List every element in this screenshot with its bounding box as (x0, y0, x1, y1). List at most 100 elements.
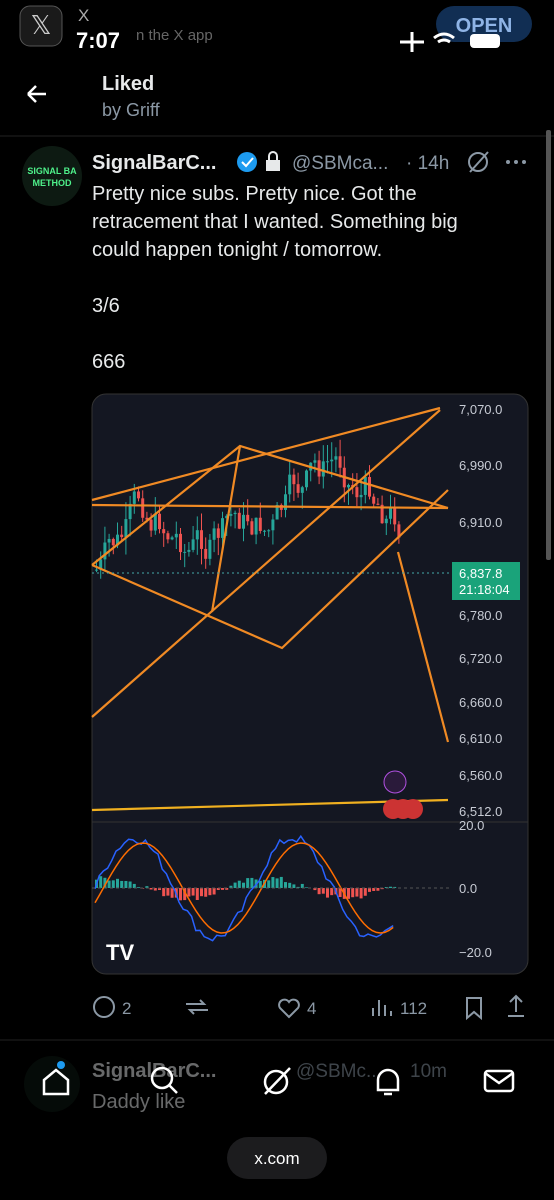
histogram-bar (170, 888, 174, 898)
like-icon[interactable] (278, 998, 300, 1019)
price-label: 6,720.0 (459, 651, 502, 666)
nav-grok[interactable] (263, 1069, 289, 1095)
tweet-time: 10m (410, 1061, 447, 1082)
histogram-bar (384, 886, 388, 888)
histogram-bar (389, 886, 392, 888)
histogram-bar (158, 888, 161, 890)
repost-icon[interactable] (186, 999, 208, 1015)
nav-search[interactable] (150, 1066, 174, 1090)
avatar-text: SIGNAL BA (27, 166, 77, 176)
back-arrow[interactable] (27, 85, 46, 103)
histogram-bar (347, 888, 350, 899)
tweet-time: · 14h (406, 153, 449, 174)
author-name[interactable]: SignalBarC... (92, 152, 216, 174)
histogram-bar (351, 888, 355, 898)
histogram-bar (120, 880, 124, 888)
candle (221, 518, 224, 538)
candle (271, 519, 275, 531)
histogram-bar (363, 888, 367, 896)
more-icon[interactable] (506, 160, 526, 164)
url-bar[interactable] (227, 1137, 327, 1179)
open-button[interactable] (436, 6, 532, 42)
bottom-nav (42, 1061, 515, 1096)
nav-notifications[interactable] (376, 1068, 400, 1096)
candle (124, 519, 128, 538)
open-label[interactable]: OPEN (456, 15, 513, 37)
current-price: 6,837.8 (459, 566, 502, 581)
next-tweet[interactable]: SignalBarC... @SBMc... 10m Daddy like (24, 1056, 447, 1113)
nav-messages[interactable] (483, 1069, 515, 1093)
candle (195, 530, 199, 540)
histogram-bar (212, 888, 216, 895)
price-label: 6,512.0 (459, 804, 502, 819)
candle (237, 512, 241, 529)
candles (95, 439, 401, 579)
osc-label: 20.0 (459, 818, 484, 833)
candle (263, 530, 266, 532)
candle (141, 498, 145, 518)
verified-check (241, 157, 254, 168)
histogram-bar (326, 888, 329, 898)
histogram-bar (296, 886, 300, 888)
like-count: 4 (307, 999, 316, 1018)
price-axis: 7,070.0 6,990.0 6,910.0 6,780.0 6,720.0 … (459, 402, 502, 819)
candle (145, 517, 149, 520)
candle (334, 456, 338, 460)
histogram-bar (372, 888, 376, 891)
share-icon[interactable] (508, 994, 524, 1017)
histogram-bar (216, 888, 220, 890)
countdown: 21:18:04 (459, 582, 510, 597)
candle (162, 529, 166, 534)
histogram-bar (208, 888, 212, 896)
histogram-bar (187, 888, 191, 897)
candle (359, 494, 363, 498)
views-icon[interactable] (372, 1000, 392, 1016)
scrollbar (546, 130, 551, 560)
candle (204, 548, 208, 559)
candle (187, 549, 191, 552)
tweet-text: 3/6 (92, 295, 120, 317)
nav-envelope (484, 1071, 514, 1085)
candle (183, 551, 187, 553)
histogram-bar (99, 876, 103, 888)
reply-icon[interactable] (93, 996, 115, 1018)
histogram-bar (275, 878, 279, 888)
candle (372, 496, 376, 504)
candle (305, 470, 308, 488)
header-title: Liked (102, 73, 154, 95)
tweet-text: could happen tonight / tomorrow. (92, 239, 382, 261)
candle (246, 514, 250, 522)
candle (128, 503, 132, 520)
candle (132, 491, 136, 504)
candle (216, 528, 220, 538)
price-label: 6,660.0 (459, 695, 502, 710)
app-icon (19, 5, 63, 47)
price-label: 6,990.0 (459, 458, 502, 473)
avatar[interactable] (22, 146, 82, 206)
grok-icon[interactable] (468, 152, 488, 172)
candle (380, 504, 384, 524)
candle (355, 487, 359, 498)
flag-icons (383, 799, 423, 819)
histogram-bar (107, 880, 111, 888)
event-icon (383, 770, 407, 794)
candle (103, 542, 107, 560)
histogram-bar (179, 888, 182, 901)
histogram-bar (258, 880, 262, 888)
nav-grok-slash (264, 1067, 291, 1095)
bookmark-icon[interactable] (466, 997, 482, 1021)
candle (330, 459, 334, 462)
candle (397, 524, 401, 538)
nav-home[interactable] (42, 1068, 70, 1096)
candle (233, 512, 237, 515)
signal-line (94, 842, 394, 934)
histogram-bar (145, 886, 149, 888)
histogram-bar (221, 888, 224, 890)
price-label: 7,070.0 (459, 402, 502, 417)
histogram-bar (330, 888, 334, 896)
candle (212, 528, 216, 540)
candle (393, 508, 397, 525)
histogram-bar (103, 877, 107, 888)
